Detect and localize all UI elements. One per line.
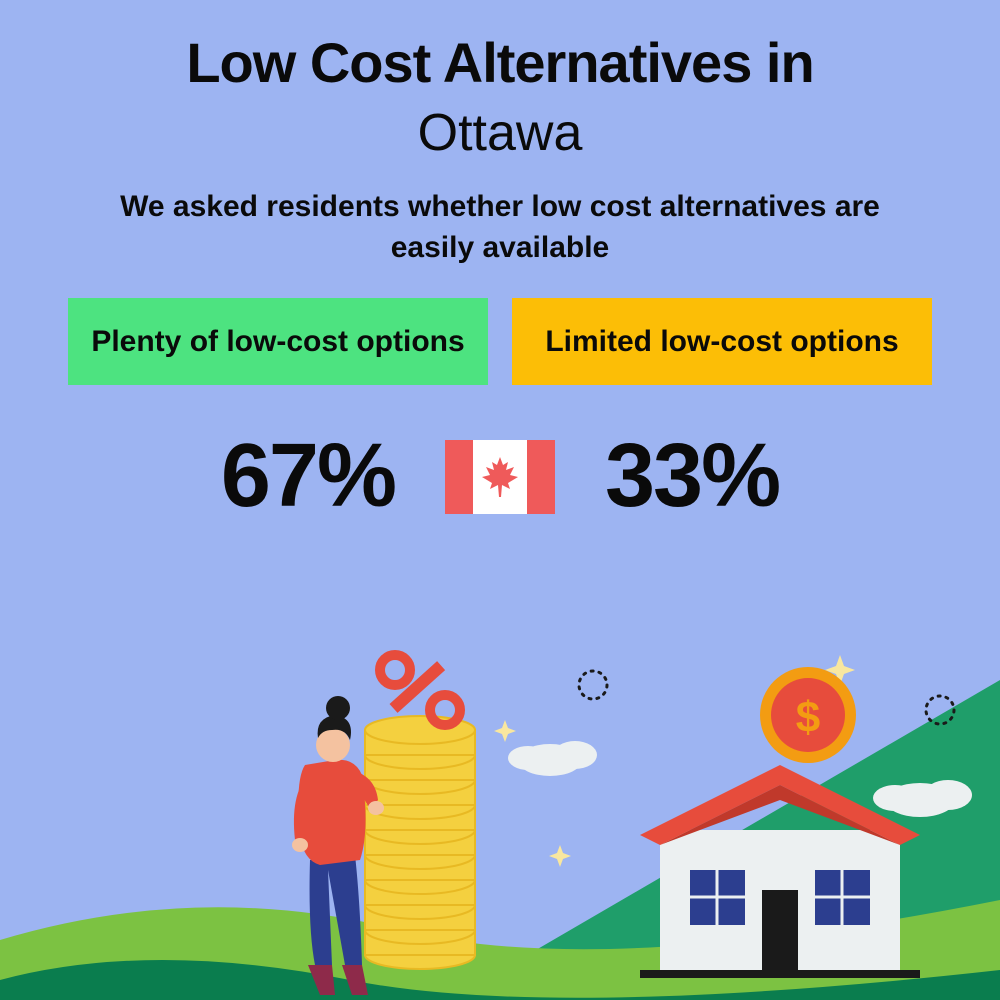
sparkle-icon xyxy=(549,845,571,867)
flag-right-bar xyxy=(527,440,555,514)
option-plenty: Plenty of low-cost options xyxy=(68,298,488,385)
options-row: Plenty of low-cost options Limited low-c… xyxy=(0,298,1000,385)
stats-row: 67% 33% xyxy=(0,425,1000,528)
flag-center xyxy=(473,440,527,514)
dotted-ring-icon xyxy=(579,671,607,699)
sparkle-icon xyxy=(494,720,516,742)
dollar-coin-icon: $ xyxy=(760,667,856,763)
page-title: Low Cost Alternatives in xyxy=(0,0,1000,95)
svg-text:$: $ xyxy=(796,693,820,742)
flag-left-bar xyxy=(445,440,473,514)
city-name: Ottawa xyxy=(0,103,1000,163)
cloud-left-icon xyxy=(508,741,597,776)
stat-limited: 33% xyxy=(605,425,779,528)
coin-stack-icon xyxy=(365,716,475,969)
illustration: $ xyxy=(0,600,1000,1000)
canada-flag-icon xyxy=(445,440,555,514)
stat-plenty: 67% xyxy=(221,425,395,528)
subtitle: We asked residents whether low cost alte… xyxy=(0,187,1000,268)
option-limited: Limited low-cost options xyxy=(512,298,932,385)
percent-icon xyxy=(380,655,460,725)
maple-leaf-icon xyxy=(480,455,520,499)
